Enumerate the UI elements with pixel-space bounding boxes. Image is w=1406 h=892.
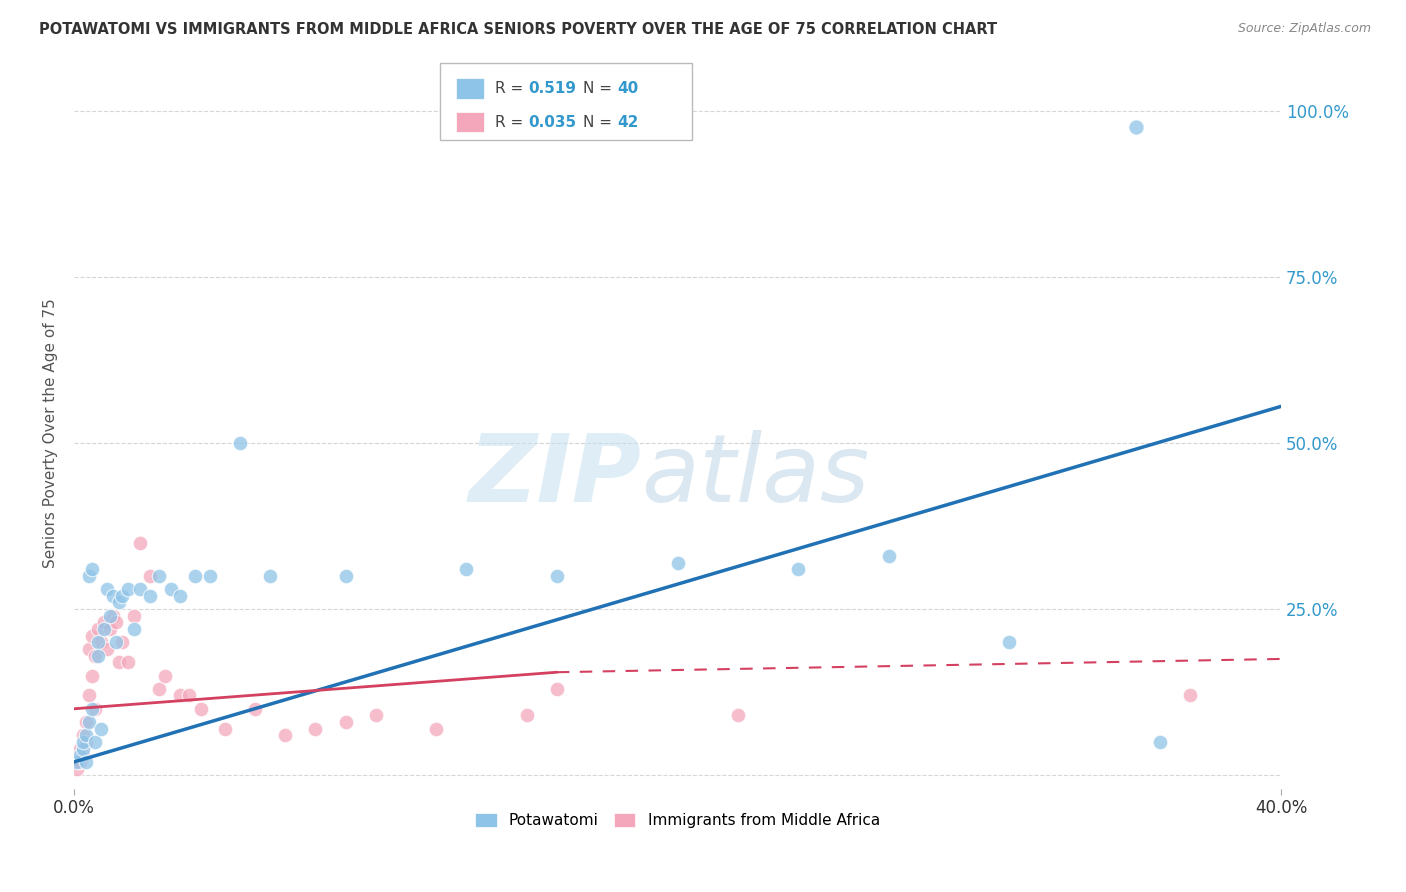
Point	[148, 681, 170, 696]
Point	[998, 635, 1021, 649]
Point	[75, 714, 97, 729]
Point	[103, 589, 125, 603]
Y-axis label: Seniors Poverty Over the Age of 75: Seniors Poverty Over the Age of 75	[44, 298, 58, 568]
Legend: Potawatomi, Immigrants from Middle Africa: Potawatomi, Immigrants from Middle Afric…	[470, 806, 886, 834]
Point	[93, 615, 115, 630]
Point	[69, 748, 91, 763]
Point	[138, 569, 160, 583]
Point	[214, 722, 236, 736]
Point	[77, 714, 100, 729]
Text: ZIP: ZIP	[468, 430, 641, 522]
Point	[335, 714, 357, 729]
Text: 40: 40	[617, 81, 638, 96]
Point	[111, 635, 134, 649]
Text: POTAWATOMI VS IMMIGRANTS FROM MIDDLE AFRICA SENIORS POVERTY OVER THE AGE OF 75 C: POTAWATOMI VS IMMIGRANTS FROM MIDDLE AFR…	[39, 22, 997, 37]
Text: N =: N =	[583, 81, 617, 96]
Point	[546, 681, 568, 696]
Point	[77, 689, 100, 703]
Point	[84, 648, 107, 663]
Point	[516, 708, 538, 723]
Point	[72, 741, 94, 756]
Text: 0.035: 0.035	[529, 115, 576, 129]
Point	[129, 535, 152, 549]
Point	[138, 589, 160, 603]
Point	[243, 702, 266, 716]
Point	[229, 436, 252, 450]
Point	[169, 689, 191, 703]
Point	[1180, 689, 1202, 703]
Point	[1125, 120, 1147, 135]
Point	[108, 655, 131, 669]
Text: Source: ZipAtlas.com: Source: ZipAtlas.com	[1237, 22, 1371, 36]
Point	[82, 702, 104, 716]
Point	[177, 689, 200, 703]
Point	[456, 562, 478, 576]
Point	[425, 722, 447, 736]
Point	[304, 722, 326, 736]
Point	[274, 728, 297, 742]
Point	[129, 582, 152, 596]
Point	[96, 642, 118, 657]
Point	[75, 728, 97, 742]
Point	[364, 708, 387, 723]
Point	[105, 615, 128, 630]
Text: 0.519: 0.519	[529, 81, 576, 96]
Point	[666, 556, 689, 570]
Point	[159, 582, 181, 596]
Point	[96, 582, 118, 596]
Point	[87, 635, 110, 649]
Point	[66, 762, 89, 776]
Point	[93, 622, 115, 636]
Point	[546, 569, 568, 583]
Point	[190, 702, 212, 716]
Text: R =: R =	[495, 115, 529, 129]
Point	[72, 735, 94, 749]
Point	[105, 635, 128, 649]
Point	[84, 735, 107, 749]
Point	[87, 648, 110, 663]
Point	[69, 741, 91, 756]
Point	[198, 569, 221, 583]
Point	[69, 755, 91, 769]
Point	[1149, 735, 1171, 749]
Text: N =: N =	[583, 115, 617, 129]
Point	[87, 622, 110, 636]
Point	[148, 569, 170, 583]
Point	[108, 595, 131, 609]
Point	[75, 735, 97, 749]
Point	[111, 589, 134, 603]
Point	[877, 549, 900, 563]
Point	[124, 622, 146, 636]
Point	[184, 569, 207, 583]
Point	[124, 608, 146, 623]
Point	[153, 668, 176, 682]
Point	[90, 722, 112, 736]
Point	[82, 668, 104, 682]
Point	[72, 748, 94, 763]
Point	[75, 755, 97, 769]
Point	[259, 569, 281, 583]
Point	[335, 569, 357, 583]
Text: 42: 42	[617, 115, 638, 129]
Point	[98, 608, 121, 623]
Point	[72, 728, 94, 742]
Point	[117, 582, 139, 596]
Point	[77, 569, 100, 583]
Point	[90, 635, 112, 649]
Point	[169, 589, 191, 603]
Point	[82, 562, 104, 576]
Text: R =: R =	[495, 81, 529, 96]
Point	[98, 622, 121, 636]
Point	[727, 708, 749, 723]
Point	[82, 629, 104, 643]
Point	[103, 608, 125, 623]
Point	[77, 642, 100, 657]
Point	[117, 655, 139, 669]
Point	[84, 702, 107, 716]
Point	[787, 562, 810, 576]
Text: atlas: atlas	[641, 430, 869, 521]
Point	[66, 755, 89, 769]
